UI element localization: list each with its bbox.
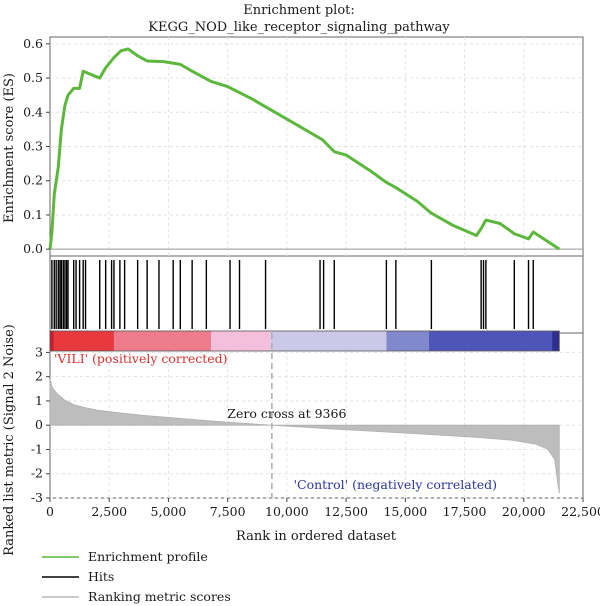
- hits-panel: [49, 255, 584, 334]
- es-tick-label: 0.0: [23, 241, 43, 256]
- metric-tick-label: 3: [35, 344, 43, 359]
- color-bar-segment: [270, 331, 387, 351]
- hits-group: [51, 260, 534, 329]
- x-tick-label: 5,000: [151, 504, 187, 519]
- es-axis-label: Enrichment score (ES): [2, 73, 17, 223]
- metric-tick-label: -1: [31, 441, 43, 456]
- axis-ticks: 0 2,500 5,000 7,500 10,000 12,500 15,000 17,500…: [23, 36, 600, 519]
- chart-title-line2: KEGG_NOD_like_receptor_signaling_pathway: [148, 20, 450, 35]
- chart-title-line1: Enrichment plot:: [243, 3, 355, 18]
- metric-tick-label: -3: [31, 490, 43, 505]
- es-tick-label: 0.3: [23, 139, 43, 154]
- metric-axis-label: Ranked list metric (Signal 2 Noise): [2, 324, 17, 556]
- x-tick-label: 12,500: [324, 504, 368, 519]
- color-bar-extreme-positive: [50, 331, 54, 351]
- color-bar-segment: [50, 331, 114, 351]
- color-bar-segment: [429, 331, 560, 351]
- color-bar-segment: [211, 331, 271, 351]
- metric-tick-label: -2: [31, 466, 43, 481]
- metric-tick-label: 0: [35, 417, 43, 432]
- x-tick-label: 15,000: [383, 504, 427, 519]
- legend-metric-label: Ranking metric scores: [88, 589, 231, 604]
- x-tick-label: 17,500: [443, 504, 487, 519]
- metric-tick-label: 2: [35, 369, 43, 384]
- es-tick-label: 0.1: [23, 207, 43, 222]
- x-tick-label: 22,500: [561, 504, 600, 519]
- zero-cross-label: Zero cross at 9366: [227, 406, 346, 421]
- es-grid: [50, 37, 583, 256]
- es-tick-label: 0.4: [23, 104, 43, 119]
- positive-class-label: 'VILI' (positively corrected): [54, 351, 228, 366]
- x-tick-label: 0: [46, 504, 54, 519]
- x-axis-label: Rank in ordered dataset: [236, 529, 397, 544]
- legend: Enrichment profile Hits Ranking metric s…: [42, 549, 231, 604]
- legend-enrichment-label: Enrichment profile: [88, 549, 208, 564]
- enrichment-profile-group: [48, 47, 561, 251]
- color-bar-segment: [113, 331, 212, 351]
- enrichment-profile-line: [48, 47, 561, 251]
- legend-hits-label: Hits: [88, 569, 114, 584]
- ranking-metric-scores: [49, 378, 560, 494]
- x-tick-label: 10,000: [265, 504, 309, 519]
- x-tick-label: 2,500: [91, 504, 127, 519]
- color-bar-segment: [386, 331, 430, 351]
- es-tick-label: 0.6: [23, 36, 43, 51]
- metric-tick-label: 1: [35, 393, 43, 408]
- ranking-metric-area: [49, 378, 560, 494]
- color-bar-extreme-negative: [552, 331, 560, 351]
- es-tick-label: 0.2: [23, 173, 43, 188]
- x-tick-label: 20,000: [502, 504, 546, 519]
- es-tick-label: 0.5: [23, 70, 43, 85]
- x-tick-label: 7,500: [210, 504, 246, 519]
- ranking-color-bar: [49, 330, 560, 352]
- color-bar-frame: [49, 330, 560, 352]
- negative-class-label: 'Control' (negatively correlated): [294, 477, 497, 492]
